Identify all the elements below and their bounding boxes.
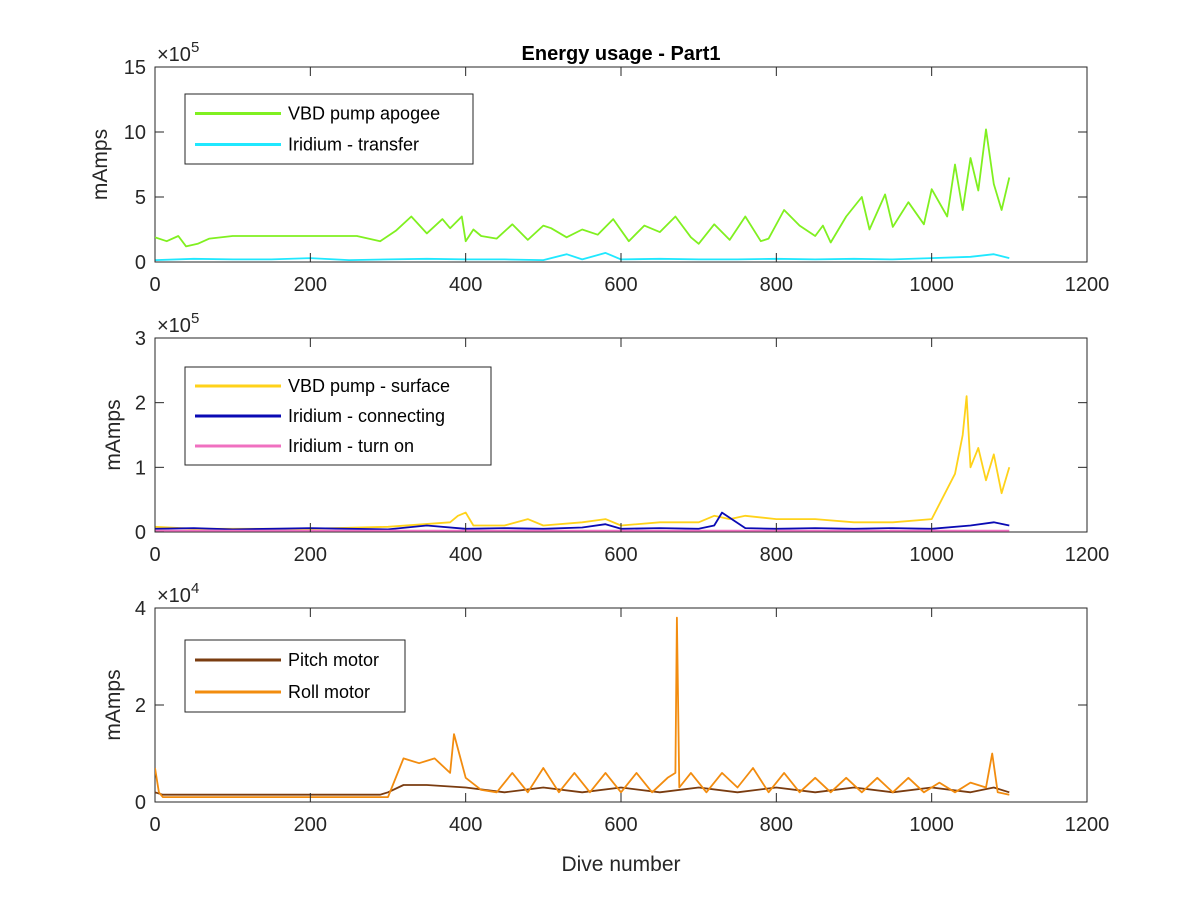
x-tick-label: 200 xyxy=(294,274,327,296)
x-tick-label: 1000 xyxy=(909,544,954,566)
y-tick-label: 2 xyxy=(135,695,146,717)
x-tick-label: 200 xyxy=(294,544,327,566)
x-tick-label: 600 xyxy=(604,814,637,836)
y-tick-label: 5 xyxy=(135,187,146,209)
x-tick-label: 1000 xyxy=(909,274,954,296)
legend: VBD pump apogee Iridium - transfer xyxy=(184,93,474,165)
figure-title: Energy usage - Part1 xyxy=(522,43,721,65)
legend-box xyxy=(184,639,406,713)
y-tick-label: 4 xyxy=(135,598,146,620)
y-tick-label: 15 xyxy=(124,57,146,79)
series-line-pitch-motor xyxy=(155,784,1010,796)
y-tick-label: 1 xyxy=(135,457,146,479)
x-tick-label: 800 xyxy=(760,274,793,296)
y-tick-label: 3 xyxy=(135,328,146,350)
x-tick-label: 1000 xyxy=(909,814,954,836)
y-exponent-power: 4 xyxy=(191,580,199,597)
subplots-container: 0 200 400 600 800 1000 1200051015×105mAmpsVBD … xyxy=(89,39,1109,876)
series-line-vbd-pump-surface xyxy=(155,395,1011,530)
x-tick-label: 800 xyxy=(760,544,793,566)
legend-entry: Pitch motor xyxy=(288,650,379,670)
y-tick-label: 2 xyxy=(135,393,146,415)
legend-entry: VBD pump apogee xyxy=(288,104,440,124)
x-tick-label: 600 xyxy=(604,544,637,566)
x-tick-label: 400 xyxy=(449,274,482,296)
x-tick-label: 600 xyxy=(604,274,637,296)
series-line-vbd-pump-apogee xyxy=(155,128,1011,248)
series-group xyxy=(155,616,1010,798)
x-tick-label: 400 xyxy=(449,814,482,836)
legend-entry: Roll motor xyxy=(288,682,370,702)
x-tick-label: 1200 xyxy=(1065,814,1110,836)
y-tick-label: 0 xyxy=(135,252,146,274)
y-exponent-power: 5 xyxy=(191,310,199,327)
subplot-1: 0 200 400 600 800 1000 1200 0 5 10 15 ×105 mAmps VBD … xyxy=(89,39,1109,296)
y-exponent-label: ×105 xyxy=(157,39,199,66)
series-line-roll-motor xyxy=(155,616,1010,798)
x-tick-label: 800 xyxy=(760,814,793,836)
legend-entry: Iridium - transfer xyxy=(288,135,419,155)
legend-entry: Iridium - connecting xyxy=(288,406,445,426)
x-tick-label: 0 xyxy=(149,274,160,296)
y-tick-label: 10 xyxy=(124,122,146,144)
series-group xyxy=(155,128,1011,262)
x-axis-label: Dive number xyxy=(561,853,680,876)
legend-box xyxy=(184,93,474,165)
legend-entry: VBD pump - surface xyxy=(288,376,450,396)
y-axis-label: mAmps xyxy=(102,669,125,740)
legend: VBD pump - surface Iridium - connecting Ir… xyxy=(184,366,492,466)
y-exponent-power: 5 xyxy=(191,39,199,56)
legend-entry: Iridium - turn on xyxy=(288,436,414,456)
series-line-iridium-transfer xyxy=(155,251,1010,262)
y-axis-label: mAmps xyxy=(89,129,112,200)
y-axis-label: mAmps xyxy=(102,399,125,470)
x-tick-label: 200 xyxy=(294,814,327,836)
x-tick-label: 400 xyxy=(449,544,482,566)
x-tick-label: 0 xyxy=(149,814,160,836)
legend: Pitch motor Roll motor xyxy=(184,639,406,713)
y-tick-label: 0 xyxy=(135,792,146,814)
y-tick-label: 0 xyxy=(135,522,146,544)
x-tick-label: 1200 xyxy=(1065,274,1110,296)
x-tick-label: 0 xyxy=(149,544,160,566)
x-tick-label: 1200 xyxy=(1065,544,1110,566)
